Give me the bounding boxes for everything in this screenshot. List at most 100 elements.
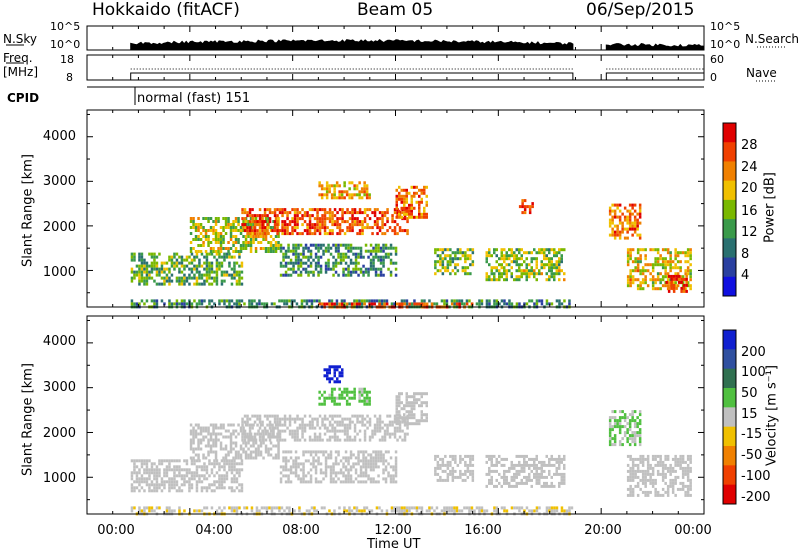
- power-cell: [218, 255, 221, 259]
- power-cell: [420, 191, 423, 195]
- power-cell: [510, 272, 513, 276]
- power-cell: [528, 208, 532, 212]
- velocity-cell: [287, 480, 290, 484]
- power-cell: [298, 217, 302, 221]
- power-cell: [324, 267, 328, 271]
- power-cell: [425, 302, 429, 306]
- velocity-cell: [336, 377, 339, 381]
- velocity-cell: [631, 475, 635, 479]
- velocity-cell: [140, 509, 144, 513]
- freq-line: [605, 72, 705, 80]
- power-cell: [192, 217, 195, 220]
- velocity-cell: [219, 426, 223, 430]
- velocity-cell: [207, 444, 210, 448]
- power-cell: [233, 261, 236, 265]
- velocity-cell: [175, 489, 179, 493]
- velocity-cell: [613, 443, 617, 447]
- power-cell: [250, 302, 254, 306]
- velocity-cell: [455, 509, 459, 513]
- velocity-cell: [638, 440, 642, 444]
- power-cell: [200, 273, 204, 277]
- velocity-cell: [255, 509, 259, 513]
- power-cell: [335, 302, 339, 306]
- power-cell: [359, 270, 363, 274]
- power-cell: [227, 226, 230, 229]
- power-cell: [469, 263, 472, 267]
- velocity-cell: [324, 468, 328, 472]
- power-cell: [629, 281, 632, 285]
- power-cell: [319, 267, 323, 271]
- power-cell: [508, 257, 511, 261]
- velocity-cell: [418, 398, 421, 402]
- velocity-cell: [277, 441, 280, 445]
- power-cell: [333, 208, 337, 212]
- velocity-cell: [257, 447, 260, 451]
- velocity-cell: [400, 509, 404, 513]
- velocity-cell: [327, 465, 330, 469]
- power-cell: [454, 254, 457, 258]
- power-cell: [379, 246, 383, 250]
- power-cell: [163, 261, 166, 265]
- velocity-cell: [199, 429, 203, 433]
- power-cell: [188, 276, 191, 280]
- velocity-cell: [372, 450, 375, 454]
- velocity-cell: [364, 459, 368, 463]
- power-cell: [160, 264, 164, 268]
- velocity-cell: [278, 509, 281, 513]
- velocity-cell: [140, 462, 144, 466]
- power-cell: [629, 251, 632, 255]
- velocity-cell: [348, 402, 351, 406]
- velocity-cell: [288, 414, 292, 418]
- power-cell: [294, 246, 298, 250]
- velocity-cell: [185, 480, 189, 484]
- power-cell: [393, 208, 397, 212]
- power-cell: [680, 277, 683, 281]
- power-cell: [138, 273, 141, 277]
- velocity-cell: [410, 410, 413, 414]
- velocity-cell: [338, 429, 342, 433]
- velocity-cell: [175, 459, 179, 463]
- power-cell: [358, 181, 361, 185]
- power-cell: [365, 193, 369, 197]
- velocity-cell: [550, 509, 554, 513]
- power-cell: [555, 299, 559, 303]
- velocity-colorbar: [722, 329, 737, 505]
- velocity-cell: [679, 460, 682, 464]
- power-cell: [560, 269, 563, 273]
- velocity-cell: [203, 468, 206, 472]
- velocity-cell: [618, 428, 622, 432]
- velocity-cell: [395, 413, 398, 417]
- velocity-cell: [155, 480, 159, 484]
- power-cell: [197, 235, 200, 238]
- power-cell: [296, 217, 299, 221]
- velocity-cell: [165, 480, 169, 484]
- velocity-cell: [178, 474, 181, 478]
- power-cell: [503, 254, 506, 258]
- power-cell: [436, 260, 440, 264]
- velocity-cell: [439, 475, 442, 479]
- power-cell: [343, 181, 346, 185]
- power-cell: [200, 282, 204, 286]
- power-cell: [348, 211, 352, 215]
- power-cell: [449, 254, 452, 258]
- velocity-cell: [413, 407, 416, 411]
- power-cell: [677, 274, 681, 278]
- power-cell: [239, 229, 243, 232]
- velocity-cell: [449, 463, 452, 467]
- velocity-cell: [348, 417, 352, 421]
- power-cell: [358, 232, 362, 236]
- power-cell: [656, 272, 660, 276]
- velocity-cell: [278, 438, 282, 442]
- velocity-heatmap: [130, 365, 692, 516]
- power-cell: [434, 260, 437, 264]
- velocity-cell: [365, 399, 369, 403]
- power-cell: [535, 266, 538, 270]
- velocity-cell: [415, 419, 418, 423]
- power-cell: [256, 214, 259, 218]
- velocity-cell: [235, 462, 239, 466]
- power-cell: [623, 218, 627, 222]
- power-cell: [382, 249, 385, 253]
- velocity-cell: [387, 474, 390, 478]
- velocity-cell: [220, 474, 224, 478]
- velocity-cell: [339, 471, 343, 475]
